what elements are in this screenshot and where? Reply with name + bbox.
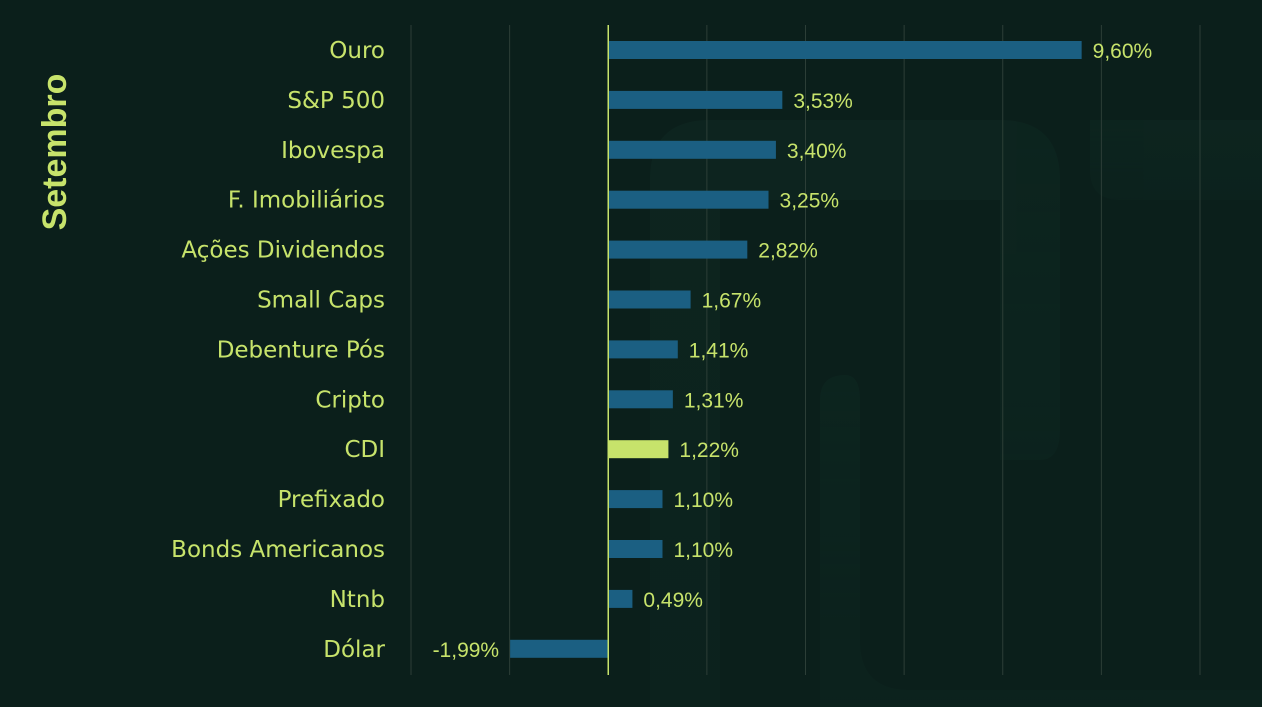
category-label-ntnb: Ntnb xyxy=(330,587,385,613)
category-label-bonds-americanos: Bonds Americanos xyxy=(171,537,385,563)
category-label-ouro: Ouro xyxy=(329,38,385,64)
category-labels: Ouro S&P 500 Ibovespa F. Imobiliários Ações … xyxy=(171,38,385,663)
value-label-bonds-americanos: 1,10% xyxy=(673,539,733,562)
value-label-ibovespa: 3,40% xyxy=(787,140,847,163)
value-label-dolar: -1,99% xyxy=(433,639,500,662)
bar-small-caps xyxy=(608,290,691,309)
category-label-f-imobiliarios: F. Imobiliários xyxy=(228,188,385,214)
bars-layer xyxy=(510,41,1082,658)
value-label-ouro: 9,60% xyxy=(1093,40,1153,63)
bar-ibovespa xyxy=(608,140,776,159)
bar-ntnb xyxy=(608,589,633,608)
category-label-small-caps: Small Caps xyxy=(257,288,385,314)
category-label-debenture-pos: Debenture Pós xyxy=(217,337,385,363)
bar-cdi xyxy=(608,440,669,459)
category-label-dolar: Dólar xyxy=(323,637,385,663)
value-label-ntnb: 0,49% xyxy=(643,589,703,612)
bar-bonds-americanos xyxy=(608,540,663,558)
value-label-f-imobiliarios: 3,25% xyxy=(780,190,840,213)
bar-ouro xyxy=(608,41,1082,59)
bar-s-p-500 xyxy=(608,90,783,109)
bar-prefixado xyxy=(608,490,663,509)
brand-watermark xyxy=(650,120,1262,707)
value-labels: 9,60% 3,53% 3,40% 3,25% 2,82% 1,67% 1,41% 1,31%… xyxy=(433,40,1153,662)
category-label-ibovespa: Ibovespa xyxy=(281,138,385,164)
value-label-prefixado: 1,10% xyxy=(673,489,733,512)
category-label-cdi: CDI xyxy=(344,437,385,463)
bar-f-imobiliarios xyxy=(608,190,769,209)
gridlines xyxy=(410,25,1201,675)
bar-cripto xyxy=(608,390,673,409)
category-label-s-p-500: S&P 500 xyxy=(287,88,385,114)
bar-acoes-dividendos xyxy=(608,240,748,259)
category-label-prefixado: Prefixado xyxy=(278,487,385,513)
bar-debenture-pos xyxy=(608,340,678,359)
side-title: Setembro xyxy=(36,74,74,231)
category-label-acoes-dividendos: Ações Dividendos xyxy=(181,238,385,264)
value-label-acoes-dividendos: 2,82% xyxy=(758,240,818,263)
value-label-debenture-pos: 1,41% xyxy=(689,339,749,362)
value-label-cdi: 1,22% xyxy=(679,439,739,462)
value-label-s-p-500: 3,53% xyxy=(793,90,853,113)
bar-dolar xyxy=(510,639,609,658)
value-label-small-caps: 1,67% xyxy=(702,290,762,313)
value-label-cripto: 1,31% xyxy=(684,389,744,412)
category-label-cripto: Cripto xyxy=(315,387,385,413)
